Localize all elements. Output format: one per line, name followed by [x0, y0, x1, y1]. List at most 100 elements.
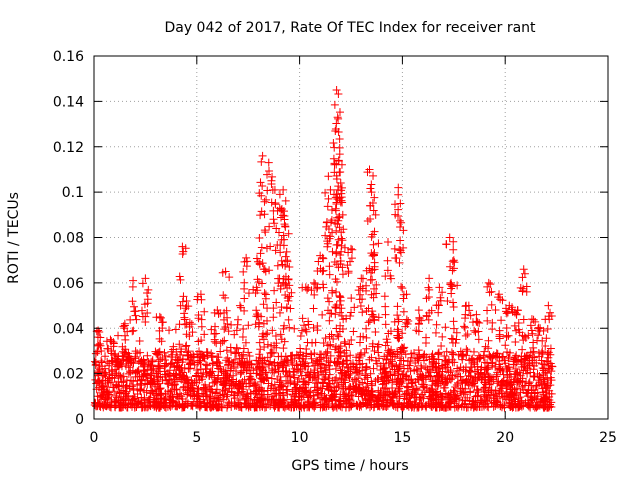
data-point — [347, 254, 356, 263]
x-tick-label: 10 — [291, 430, 309, 446]
data-point — [447, 278, 456, 287]
data-point — [223, 403, 232, 412]
data-point — [284, 229, 293, 238]
data-point — [256, 353, 265, 362]
data-point — [538, 347, 547, 356]
data-point — [455, 395, 464, 404]
data-point — [394, 317, 403, 326]
data-point — [261, 228, 270, 237]
data-point — [337, 311, 346, 320]
data-point — [366, 214, 375, 223]
data-point — [446, 262, 455, 271]
data-point — [393, 311, 402, 320]
data-point — [502, 379, 511, 388]
data-point — [107, 366, 116, 375]
data-point — [542, 387, 551, 396]
data-point — [372, 289, 381, 298]
data-point — [479, 400, 488, 409]
data-point — [97, 356, 106, 365]
data-point — [227, 347, 236, 356]
data-point — [356, 290, 365, 299]
data-point — [500, 356, 509, 365]
data-point — [471, 402, 480, 411]
data-point — [260, 403, 269, 412]
data-point — [425, 274, 434, 283]
data-point — [327, 206, 336, 215]
data-point — [437, 395, 446, 404]
data-point — [257, 207, 266, 216]
data-point — [368, 198, 377, 207]
data-point — [220, 308, 229, 317]
data-point — [462, 301, 471, 310]
data-point — [364, 318, 373, 327]
data-point — [335, 150, 344, 159]
data-point — [138, 279, 147, 288]
data-point — [176, 374, 185, 383]
data-point — [109, 339, 118, 348]
data-point — [240, 284, 249, 293]
data-point — [395, 398, 404, 407]
data-point — [256, 211, 265, 220]
data-point — [331, 126, 340, 135]
data-point — [133, 368, 142, 377]
data-point — [364, 304, 373, 313]
data-point — [388, 359, 397, 368]
data-point — [285, 372, 294, 381]
data-point — [240, 375, 249, 384]
data-point — [418, 401, 427, 410]
data-point — [332, 175, 341, 183]
data-point — [406, 367, 415, 376]
data-point — [195, 356, 204, 365]
data-point — [519, 401, 528, 410]
data-point — [274, 385, 283, 394]
data-point — [136, 348, 145, 357]
data-point — [542, 334, 551, 343]
data-point — [335, 291, 344, 300]
data-point — [263, 316, 272, 325]
data-point — [225, 373, 234, 382]
data-point — [473, 392, 482, 401]
data-point — [306, 392, 315, 401]
data-point — [484, 344, 493, 353]
data-point — [178, 355, 187, 364]
data-point — [221, 381, 230, 390]
data-point — [337, 183, 346, 192]
data-point — [523, 369, 532, 378]
data-point — [498, 393, 507, 402]
data-point — [537, 359, 546, 368]
data-point — [328, 228, 337, 237]
data-point — [131, 368, 140, 377]
data-point — [365, 355, 374, 364]
data-point — [158, 324, 167, 333]
data-point — [335, 135, 344, 144]
data-point — [105, 361, 114, 370]
data-point — [513, 306, 522, 315]
data-point — [469, 403, 478, 412]
data-point — [144, 285, 153, 294]
data-point — [317, 353, 326, 362]
data-point — [277, 206, 286, 215]
data-point — [367, 188, 376, 197]
data-point — [294, 375, 303, 384]
data-point — [370, 346, 379, 355]
data-point — [356, 332, 365, 341]
data-point — [450, 397, 459, 406]
data-point — [324, 374, 333, 383]
data-point — [512, 351, 521, 360]
data-point — [216, 391, 225, 400]
data-point — [475, 373, 484, 382]
data-point — [105, 370, 114, 379]
data-point — [511, 353, 520, 362]
data-point — [262, 330, 271, 339]
data-point — [182, 319, 191, 328]
data-point — [285, 323, 294, 332]
data-point — [212, 358, 221, 367]
data-point — [342, 356, 351, 365]
data-point — [427, 306, 436, 315]
data-point — [414, 306, 423, 315]
data-point — [304, 378, 313, 387]
data-point — [283, 390, 292, 399]
data-point — [452, 328, 461, 337]
data-point — [401, 389, 410, 398]
data-point — [310, 383, 319, 392]
